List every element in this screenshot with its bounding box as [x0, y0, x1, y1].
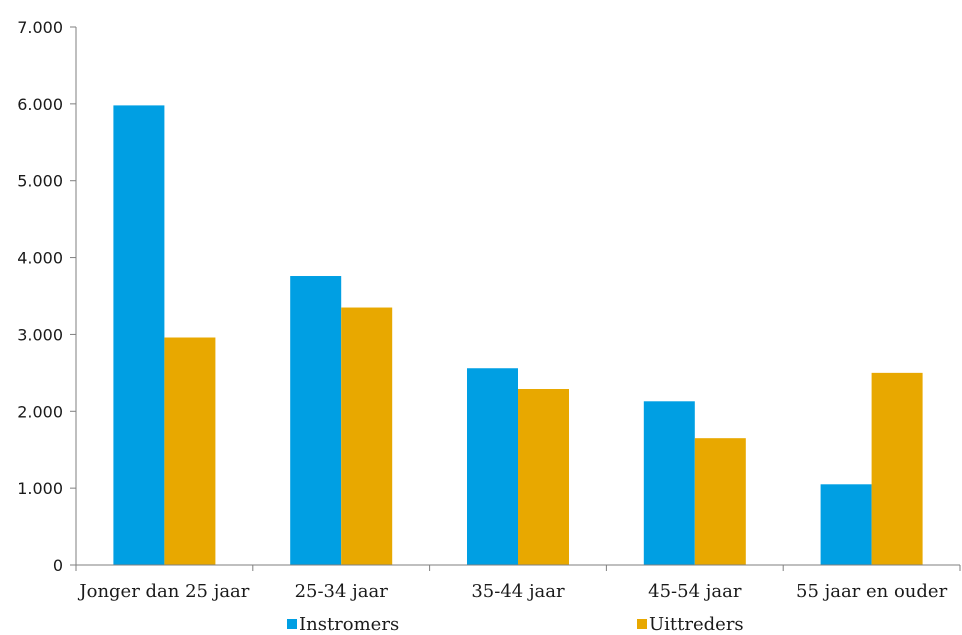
bar-uittreders-4 [871, 372, 923, 565]
y-tick-label: 7.000 [17, 18, 63, 37]
legend-swatch-uittreders [637, 619, 647, 629]
y-tick-label: 0 [53, 556, 63, 575]
bars [113, 105, 923, 565]
category-label: 55 jaar en ouder [796, 581, 948, 602]
bar-uittreders-3 [694, 438, 746, 565]
category-label: 35-44 jaar [471, 581, 565, 602]
bar-uittreders-0 [164, 337, 216, 565]
category-label: 45-54 jaar [648, 581, 742, 602]
y-tick-label: 2.000 [17, 402, 63, 421]
y-tick-label: 1.000 [17, 479, 63, 498]
bar-instromers-1 [290, 276, 342, 565]
category-label: Jonger dan 25 jaar [77, 581, 249, 602]
bar-instromers-0 [113, 105, 165, 565]
legend-label-instromers: Instromers [299, 614, 399, 635]
y-tick-label: 5.000 [17, 172, 63, 191]
bar-instromers-2 [467, 368, 518, 565]
category-labels: Jonger dan 25 jaar 25-34 jaar 35-44 jaar 45… [77, 581, 947, 602]
y-tick-label: 4.000 [17, 249, 63, 268]
y-axis-ticks: 0 1.000 2.000 3.000 4.000 5.000 6.000 7.000 [17, 18, 76, 575]
legend: Instromers Uittreders [287, 614, 744, 635]
bar-instromers-3 [643, 401, 695, 565]
y-tick-label: 3.000 [17, 325, 63, 344]
bar-uittreders-2 [518, 388, 569, 565]
category-label: 25-34 jaar [295, 581, 389, 602]
bar-instromers-4 [820, 484, 872, 565]
x-axis-ticks [75, 565, 961, 571]
legend-swatch-instromers [287, 619, 297, 629]
legend-label-uittreders: Uittreders [649, 614, 744, 635]
bar-uittreders-1 [341, 307, 393, 565]
y-tick-label: 6.000 [17, 95, 63, 114]
